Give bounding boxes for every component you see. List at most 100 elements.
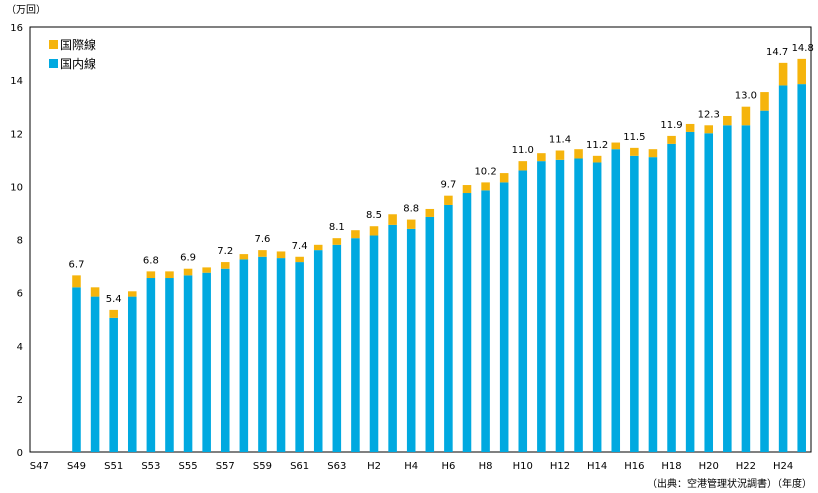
bar-domestic-H19 — [685, 131, 695, 452]
x-tick-label: S59 — [253, 461, 272, 472]
x-tick-label: H6 — [441, 461, 455, 472]
y-unit-label: （万回） — [6, 4, 46, 16]
legend-swatch-domestic — [49, 59, 58, 68]
bar-domestic-S50 — [90, 296, 100, 452]
bar-international-S58 — [239, 254, 249, 260]
data-label-H22: 13.0 — [735, 91, 757, 102]
bar-international-H8 — [481, 182, 490, 191]
bar-domestic-H21 — [723, 125, 732, 452]
bar-international-H25 — [797, 58, 806, 85]
bar-international-S49 — [72, 275, 81, 288]
data-label-H8: 10.2 — [474, 166, 496, 177]
data-label-H20: 12.3 — [698, 109, 720, 120]
x-tick-label: H10 — [513, 461, 533, 472]
legend: 国際線 国内線 — [49, 37, 96, 71]
y-tick-label: 12 — [10, 129, 23, 140]
data-label-H4: 8.8 — [403, 204, 419, 215]
legend-swatch-international — [49, 40, 58, 49]
bar-domestic-H9 — [499, 182, 509, 452]
bar-domestic-H6 — [444, 204, 453, 452]
bar-international-H10 — [518, 161, 528, 171]
data-labels: 6.7 5.4 6.8 6.9 7.2 7.6 7.4 8.1 8.5 8.8 9.7 10.2 11.… — [69, 43, 814, 305]
bar-domestic-H20 — [704, 133, 714, 452]
bar-domestic-S54 — [165, 278, 174, 452]
y-tick-label: 4 — [17, 342, 23, 353]
x-tick-label: S61 — [290, 461, 309, 472]
bar-international-H11 — [537, 153, 546, 162]
x-tick-label: H16 — [624, 461, 644, 472]
data-label-H6: 9.7 — [440, 180, 456, 191]
x-tick-label: S53 — [141, 461, 160, 472]
bar-international-S63 — [332, 238, 342, 245]
bar-domestic-S52 — [127, 296, 137, 452]
x-tick-label: H2 — [367, 461, 381, 472]
bar-domestic-H15 — [611, 149, 621, 452]
x-tick-label: S55 — [179, 461, 198, 472]
x-tick-label: H14 — [587, 461, 607, 472]
bar-domestic-H12 — [555, 159, 565, 452]
bar-international-H1 — [351, 230, 360, 239]
data-label-H2: 8.5 — [366, 210, 382, 221]
x-tick-label: S57 — [216, 461, 235, 472]
bar-domestic-H17 — [648, 157, 658, 452]
bar-international-S51 — [109, 309, 118, 318]
x-tick-label: H18 — [661, 461, 681, 472]
bar-international-H14 — [592, 155, 602, 163]
y-tick-label: 8 — [17, 236, 23, 247]
data-label-H18: 11.9 — [660, 120, 682, 131]
bar-international-S57 — [220, 262, 230, 269]
x-tick-label: H20 — [699, 461, 719, 472]
x-tick-label: H12 — [550, 461, 570, 472]
legend-label-international: 国際線 — [60, 37, 96, 52]
bar-international-S59 — [258, 250, 267, 257]
bar-domestic-S61 — [295, 262, 304, 452]
y-tick-label: 0 — [17, 448, 23, 459]
bar-international-H5 — [425, 208, 435, 217]
bar-international-H13 — [574, 149, 583, 159]
bar-domestic-S49 — [72, 287, 81, 452]
legend-label-domestic: 国内線 — [60, 56, 96, 71]
data-label-H24: 14.7 — [766, 47, 788, 58]
bar-domestic-S55 — [183, 275, 193, 452]
source-label: （出典：空港管理状況調書）（年度） — [647, 477, 812, 490]
bar-international-H9 — [499, 173, 509, 183]
y-axis-labels: 0 2 4 6 8 10 12 14 16 — [10, 23, 23, 459]
bar-domestic-S57 — [220, 268, 230, 452]
data-label-S63: 8.1 — [329, 222, 345, 233]
bar-international-S50 — [90, 287, 100, 297]
bar-international-S62 — [313, 244, 323, 251]
x-tick-label: S63 — [327, 461, 346, 472]
bar-international-H23 — [760, 92, 769, 111]
y-tick-label: 14 — [10, 76, 23, 87]
x-tick-label: H22 — [736, 461, 756, 472]
bar-domestic-S60 — [276, 258, 286, 452]
bar-international-S52 — [127, 291, 137, 297]
bar-international-H24 — [778, 62, 788, 86]
x-tick-label: S49 — [67, 461, 86, 472]
data-label-H12: 11.4 — [549, 135, 571, 146]
bar-domestic-H25 — [797, 84, 806, 452]
bar-international-S60 — [276, 251, 286, 259]
bar-domestic-H16 — [630, 155, 639, 452]
bar-domestic-S53 — [146, 278, 156, 452]
x-tick-label: S47 — [30, 461, 49, 472]
data-label-S59: 7.6 — [254, 234, 270, 245]
bar-domestic-S51 — [109, 317, 118, 452]
bar-international-H15 — [611, 142, 621, 150]
x-tick-label: H4 — [404, 461, 418, 472]
bar-domestic-H10 — [518, 170, 528, 452]
bar-domestic-H23 — [760, 110, 769, 452]
data-label-S49: 6.7 — [69, 259, 85, 270]
bar-international-H20 — [704, 125, 714, 134]
data-label-H10: 11.0 — [512, 145, 534, 156]
bar-domestic-H3 — [388, 224, 397, 452]
data-label-H25: 14.8 — [792, 43, 814, 54]
bar-domestic-H11 — [537, 161, 546, 452]
plot-area — [29, 26, 812, 453]
y-tick-label: 16 — [10, 23, 23, 34]
y-tick-label: 2 — [17, 395, 23, 406]
bar-international-H16 — [630, 147, 639, 156]
bar-international-H21 — [723, 115, 732, 126]
bar-international-S54 — [165, 271, 174, 279]
